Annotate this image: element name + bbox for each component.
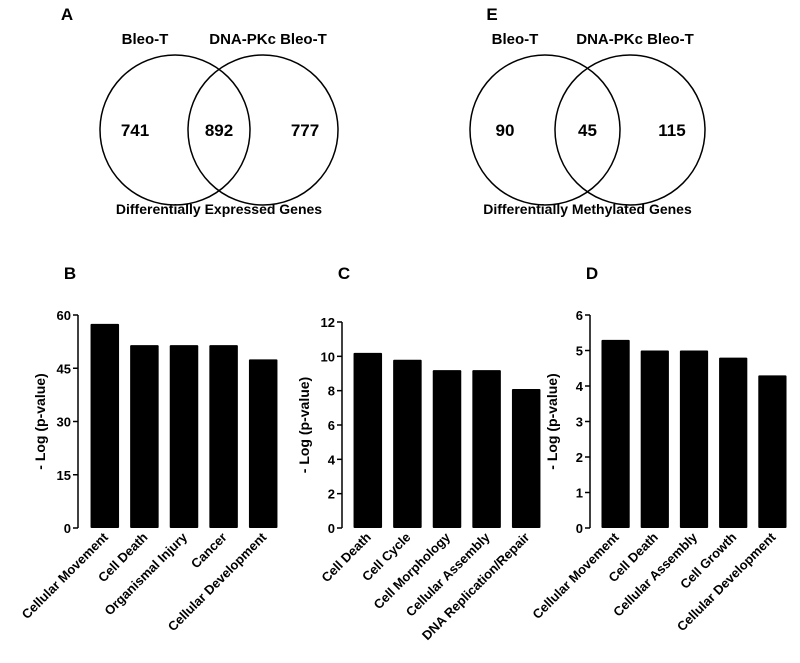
panel-letter: D [586,264,598,283]
bar [353,352,383,528]
bar [209,345,238,528]
panel-letter: A [61,5,73,24]
panel-letter: C [338,264,350,283]
y-tick-label: 5 [576,344,583,359]
venn-caption: Differentially Methylated Genes [483,201,692,217]
y-tick-label: 6 [328,418,335,433]
bar [169,345,199,528]
y-axis-label: - Log (p-value) [32,373,48,469]
y-tick-label: 0 [576,521,583,536]
bar [393,359,422,528]
y-tick-label: 8 [328,384,335,399]
bar [640,350,669,528]
bar [90,323,120,528]
y-tick-label: 10 [321,349,335,364]
y-tick-label: 2 [576,450,583,465]
bar [472,370,501,528]
bar [679,350,709,528]
venn-left-label: Bleo-T [122,31,169,48]
bar [432,370,462,528]
y-tick-label: 4 [328,452,336,467]
y-tick-label: 0 [328,521,335,536]
y-tick-label: 30 [57,415,71,430]
y-tick-label: 0 [64,521,71,536]
y-tick-label: 1 [576,486,583,501]
bar [758,375,787,528]
venn-left-label: Bleo-T [492,31,539,48]
venn-overlap-count: 45 [578,121,597,140]
y-tick-label: 45 [57,361,71,376]
venn-right-count: 777 [291,121,319,140]
y-tick-label: 15 [57,468,71,483]
venn-circle-right [187,54,339,206]
bar [719,357,748,528]
venn-overlap-count: 892 [205,121,233,140]
venn-left-count: 90 [496,121,515,140]
y-axis-label: - Log (p-value) [544,373,560,469]
venn-right-count: 115 [658,121,685,140]
venn-circle-right [554,54,706,206]
y-tick-label: 3 [576,415,583,430]
venn-right-label: DNA-PKc Bleo-T [576,31,694,48]
y-axis-label: - Log (p-value) [296,377,312,473]
y-tick-label: 6 [576,308,583,323]
y-tick-label: 60 [57,308,71,323]
bar [130,345,159,528]
panel-letter: B [64,264,76,283]
venn-right-label: DNA-PKc Bleo-T [209,31,327,48]
venn-caption: Differentially Expressed Genes [116,201,322,217]
y-tick-label: 2 [328,487,335,502]
panel-letter: E [486,5,497,24]
bar [511,388,541,528]
venn-left-count: 741 [121,121,149,140]
y-tick-label: 4 [576,379,584,394]
venn-circle-left [469,54,621,206]
bar [248,359,278,528]
y-tick-label: 12 [321,315,335,330]
bar [601,339,630,528]
venn-circle-left [99,54,251,206]
